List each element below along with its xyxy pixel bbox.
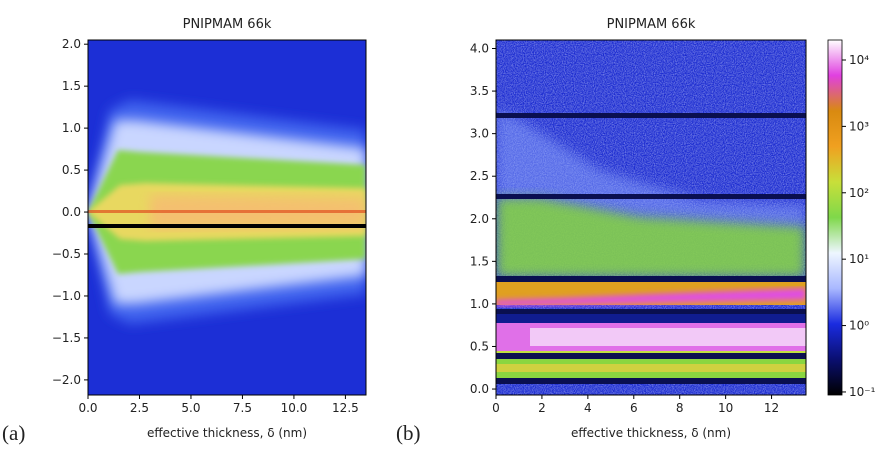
y-tick-label: 2.0 (470, 212, 489, 226)
x-axis-label: effective thickness, δ (nm) (147, 426, 307, 440)
x-tick-label: 12.5 (332, 401, 359, 415)
axes-frame (87, 39, 367, 396)
colorbar-tick-label: 10⁴ (849, 53, 869, 67)
panel-label: (a) (2, 421, 25, 445)
x-tick-label: 10 (718, 401, 733, 415)
x-tick-label: 7.5 (233, 401, 252, 415)
x-tick-label: 2 (538, 401, 546, 415)
x-tick-label: 10.0 (281, 401, 308, 415)
y-tick-label: 3.5 (470, 84, 489, 98)
y-tick-label: 1.0 (470, 297, 489, 311)
x-tick-label: 4 (584, 401, 592, 415)
colorbar-tick-label: 10⁰ (849, 319, 869, 333)
y-tick-label: 0.5 (62, 163, 81, 177)
axes-frame (495, 39, 807, 396)
y-tick-label: 1.0 (62, 121, 81, 135)
y-tick-label: −0.5 (52, 247, 81, 261)
y-tick-label: 3.0 (470, 127, 489, 141)
colorbar-tick-label: 10³ (849, 119, 869, 133)
x-tick-label: 5.0 (181, 401, 200, 415)
y-tick-label: 4.0 (470, 42, 489, 56)
chart-title: PNIPMAM 66k (607, 17, 696, 32)
y-tick-label: 0.0 (470, 382, 489, 396)
y-tick-label: 0.5 (470, 339, 489, 353)
y-tick-label: 2.5 (470, 169, 489, 183)
x-tick-label: 0.0 (78, 401, 97, 415)
heatmap-a (88, 40, 366, 395)
heatmap-b (496, 40, 806, 395)
chart-title: PNIPMAM 66k (183, 17, 272, 32)
y-tick-label: 1.5 (62, 79, 81, 93)
y-tick-label: 0.0 (62, 205, 81, 219)
y-tick-label: −1.0 (52, 289, 81, 303)
x-tick-label: 6 (630, 401, 638, 415)
y-tick-label: 1.5 (470, 254, 489, 268)
x-tick-label: 12 (764, 401, 779, 415)
colorbar (827, 39, 843, 396)
y-tick-label: −1.5 (52, 331, 81, 345)
x-tick-label: 2.5 (130, 401, 149, 415)
colorbar-tick-label: 10² (849, 186, 869, 200)
colorbar-tick-label: 10¹ (849, 252, 869, 266)
y-tick-label: 2.0 (62, 37, 81, 51)
x-tick-label: 8 (676, 401, 684, 415)
x-axis-label: effective thickness, δ (nm) (571, 426, 731, 440)
colorbar-tick-label: 10⁻¹ (849, 385, 876, 399)
panel-label: (b) (396, 421, 421, 445)
y-tick-label: −2.0 (52, 373, 81, 387)
x-tick-label: 0 (492, 401, 500, 415)
